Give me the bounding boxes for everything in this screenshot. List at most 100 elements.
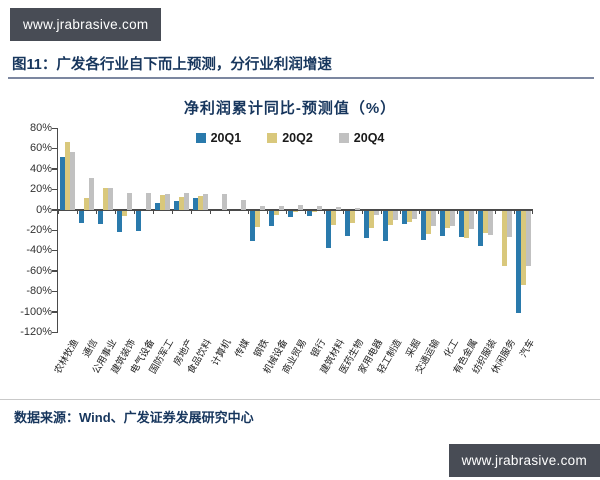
bar-20Q4-国防军工 [165, 194, 170, 210]
x-axis-tick [77, 211, 78, 215]
x-axis-tick [229, 211, 230, 215]
bar-20Q2-公用事业 [103, 188, 108, 210]
x-axis-tick [153, 211, 154, 215]
chart-title: 净利润累计同比-预测值（%） [183, 100, 397, 117]
bar-20Q2-休闲服务 [502, 210, 507, 266]
bar-20Q1-轻工制造 [383, 210, 388, 242]
x-axis-tick [419, 211, 420, 215]
bar-20Q4-农林牧渔 [70, 152, 75, 210]
bar-20Q4-纺织服装 [488, 210, 493, 236]
bar-20Q1-房地产 [174, 201, 179, 210]
bar-20Q4-计算机 [222, 194, 227, 210]
bar-20Q2-食品饮料 [198, 196, 203, 210]
bar-20Q4-建筑材料 [336, 206, 341, 210]
x-axis-label: 汽车 [518, 337, 538, 360]
bar-20Q4-建筑装饰 [127, 193, 132, 210]
bar-20Q4-休闲服务 [507, 210, 512, 238]
bar-20Q2-汽车 [521, 210, 526, 286]
bar-20Q4-钢铁 [260, 205, 265, 210]
bar-20Q2-银行 [312, 210, 317, 212]
bar-20Q2-纺织服装 [483, 210, 488, 234]
bar-20Q2-通信 [84, 198, 89, 210]
bar-20Q1-机械设备 [269, 210, 274, 226]
bar-20Q4-机械设备 [279, 205, 284, 210]
bar-20Q1-建筑材料 [326, 210, 331, 249]
watermark-badge-bottom: www.jrabrasive.com [448, 444, 600, 477]
legend-swatch-20Q1 [195, 133, 206, 143]
x-axis-tick [457, 211, 458, 215]
bar-20Q4-银行 [317, 205, 322, 210]
x-axis-tick [514, 211, 515, 215]
x-axis-tick [286, 211, 287, 215]
bar-20Q1-电气设备 [136, 210, 141, 231]
bar-20Q1-化工 [440, 210, 445, 237]
legend-item-20Q1: 20Q1 [195, 131, 242, 145]
bar-20Q2-家用电器 [369, 210, 374, 228]
bar-20Q4-家用电器 [374, 210, 379, 215]
bar-20Q1-国防军工 [155, 203, 160, 210]
y-axis-tick [52, 311, 58, 313]
x-axis-tick [362, 211, 363, 215]
y-axis-label: 80% [29, 122, 52, 134]
x-axis-label: 传媒 [233, 337, 253, 360]
x-axis: 农林牧渔 通信 公用事业 建筑装饰 电气设备 国防军工 房地产 食品饮料 计算机 传媒 钢铁 机械设备… [53, 334, 538, 400]
x-axis-tick [191, 211, 192, 215]
caption-divider [8, 77, 594, 79]
bar-20Q1-家用电器 [364, 210, 369, 239]
bar-20Q1-银行 [307, 210, 312, 216]
x-axis-tick [343, 211, 344, 215]
bar-20Q4-汽车 [526, 210, 531, 266]
figure-caption: 图11：广发各行业自下而上预测，分行业利润增速 [12, 57, 332, 73]
bar-20Q1-通信 [79, 210, 84, 223]
y-axis-label: 60% [29, 142, 52, 155]
bar-20Q2-商业贸易 [293, 210, 298, 212]
legend-label: 20Q4 [353, 131, 385, 145]
x-axis-tick [495, 211, 496, 215]
y-axis-label: -80% [26, 285, 52, 298]
bar-20Q2-医药生物 [350, 210, 355, 223]
bar-20Q1-纺织服装 [478, 210, 483, 247]
bar-20Q2-国防军工 [160, 195, 165, 210]
bar-20Q4-通信 [89, 177, 94, 210]
bar-20Q2-机械设备 [274, 210, 279, 215]
chart-legend: 20Q1 20Q2 20Q4 [30, 131, 550, 145]
bar-20Q1-农林牧渔 [60, 156, 65, 210]
y-axis-label: -100% [20, 305, 52, 318]
y-axis-label: 40% [29, 162, 52, 175]
x-axis-tick [438, 211, 439, 215]
plot-area [52, 127, 533, 333]
bar-20Q1-食品饮料 [193, 198, 198, 210]
bar-20Q2-建筑材料 [331, 210, 336, 225]
y-axis: 80% 60% 40% 20% 0% -20% -40% -60% -80% -100% -120% [0, 122, 52, 338]
legend-item-20Q4: 20Q4 [338, 131, 385, 145]
legend-label: 20Q1 [210, 131, 242, 145]
bar-20Q2-农林牧渔 [65, 142, 70, 210]
data-source-note: 数据来源：Wind、广发证券发展研究中心 [14, 410, 254, 425]
x-axis-tick [324, 211, 325, 215]
x-axis-tick [134, 211, 135, 215]
x-axis-tick [400, 211, 401, 215]
bar-20Q2-有色金属 [464, 210, 469, 239]
bar-20Q4-化工 [450, 210, 455, 226]
watermark-badge-top: www.jrabrasive.com [10, 8, 162, 41]
y-axis-tick [52, 249, 58, 252]
y-axis-label: -40% [26, 244, 52, 257]
x-axis-tick [96, 211, 97, 215]
bar-20Q4-商业贸易 [298, 204, 303, 210]
bar-20Q4-医药生物 [355, 207, 360, 210]
bar-20Q1-医药生物 [345, 210, 350, 237]
legend-swatch-20Q4 [338, 133, 349, 143]
footer-divider [0, 399, 600, 400]
x-axis-tick [305, 211, 306, 215]
bar-20Q1-汽车 [516, 210, 521, 313]
bar-20Q4-公用事业 [108, 188, 113, 210]
bar-20Q4-食品饮料 [203, 194, 208, 210]
y-axis-label: 0% [36, 203, 52, 216]
x-axis-tick [210, 211, 211, 215]
bar-20Q2-轻工制造 [388, 210, 393, 225]
bar-20Q2-交通运输 [426, 210, 431, 235]
y-axis-tick [52, 290, 58, 293]
y-axis-tick [52, 168, 58, 170]
x-axis-tick [248, 211, 249, 215]
bar-20Q1-公用事业 [98, 210, 103, 224]
